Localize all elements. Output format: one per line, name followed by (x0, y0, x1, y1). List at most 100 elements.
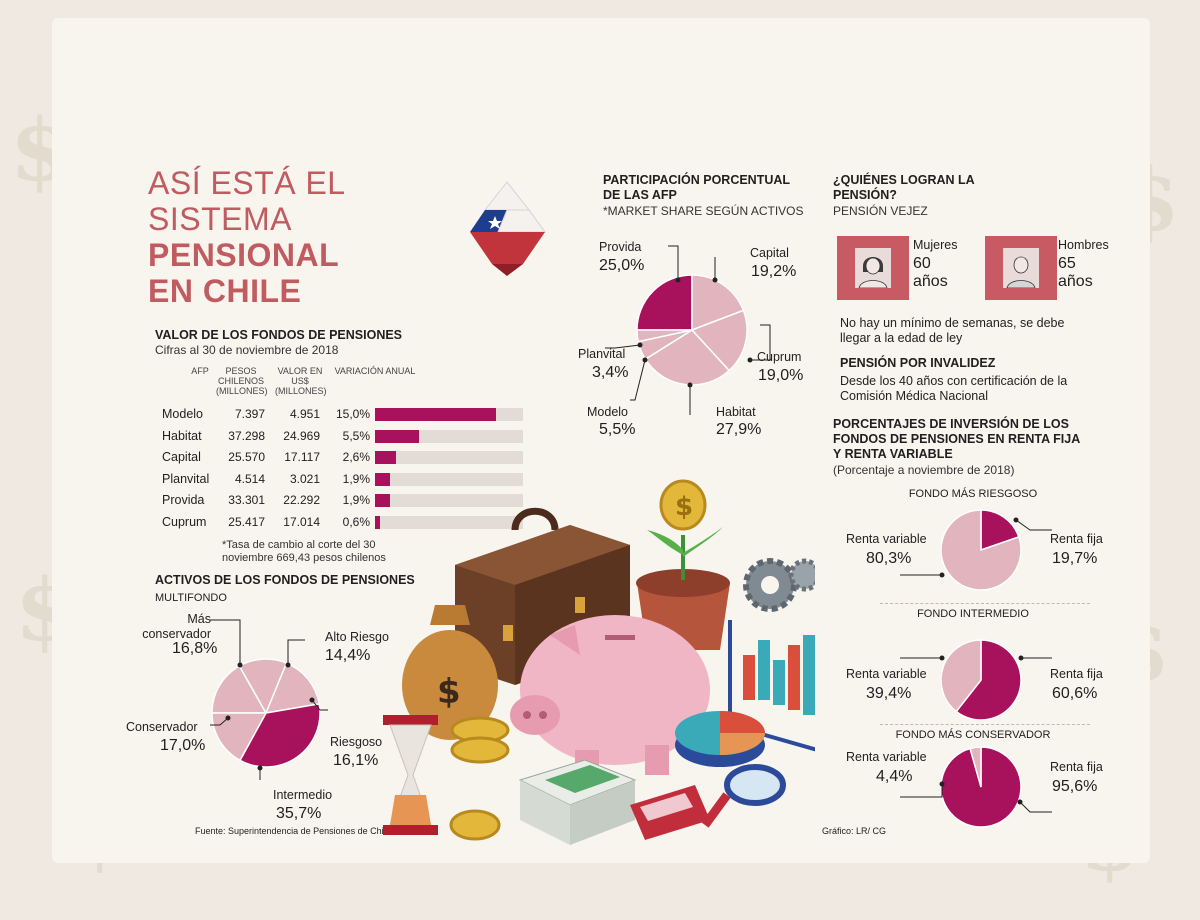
label-alto-riesgo: Alto Riesgo (325, 630, 389, 644)
leader-dot (1018, 655, 1024, 661)
row-pesos-value: 37.298 (228, 428, 265, 443)
row-pesos-value: 7.397 (234, 407, 265, 421)
leader-dot (712, 277, 718, 283)
row-afp-name: Modelo (162, 407, 203, 421)
row-pesos-value: 25.417 (228, 514, 265, 529)
leader-dot (637, 342, 643, 348)
leader-line (1015, 519, 1052, 531)
leader-line (287, 639, 305, 665)
leader-line (630, 359, 646, 401)
f1-variable-value: 80,3% (866, 550, 912, 567)
variation-bar (375, 515, 380, 529)
row-afp-name: Planvital (162, 471, 210, 486)
leader-dot (225, 715, 231, 721)
pie-slice-cuprum (690, 309, 748, 372)
leader-line (311, 699, 328, 711)
row-usd-value: 3.021 (289, 471, 320, 486)
leader-line (1019, 801, 1052, 813)
label-mas-conservador: Más conservador (142, 612, 211, 641)
f2-fija-value: 60,6% (1052, 685, 1098, 702)
fondo-conservador-title: FONDO MÁS CONSERVADOR (895, 729, 1051, 741)
pie-slice-renta-fija (955, 639, 1022, 720)
fondo-intermedio-pie (900, 639, 1052, 720)
vejez-note: No hay un mínimo de semanas, se debe lle… (840, 316, 1065, 345)
f1-fija-label: Renta fija (1050, 532, 1103, 546)
activos-pie-chart (210, 619, 328, 780)
f1-fija-value: 19,7% (1052, 550, 1098, 567)
credit-note: Gráfico: LR/ CG (822, 826, 887, 836)
leader-line (605, 344, 641, 349)
cash-stack-icon (518, 759, 637, 845)
row-pesos-value: 4.514 (234, 471, 265, 486)
value-conservador: 17,0% (160, 737, 206, 754)
row-afp-name: Cuprum (162, 514, 207, 529)
pie-3d-icon (675, 711, 765, 767)
row-usd-value: 24.969 (283, 428, 320, 443)
f2-variable-label: Renta variable (846, 667, 927, 681)
fondo-riesgoso-title: FONDO MÁS RIESGOSO (908, 488, 1038, 500)
value-capital: 19,2% (751, 263, 797, 280)
label-modelo: Modelo (587, 405, 628, 419)
value-planvital: 3,4% (592, 364, 629, 381)
label-intermedio: Intermedio (273, 788, 333, 802)
invalidez-title: PENSIÓN POR INVALIDEZ (840, 356, 996, 370)
man-card (985, 236, 1057, 300)
variation-bar-track (375, 515, 523, 529)
leader-line (210, 717, 229, 726)
row-usd-value: 17.014 (283, 514, 320, 529)
woman-avatar-icon (855, 248, 891, 288)
label-cuprum: Cuprum (757, 350, 802, 364)
f2-fija-label: Renta fija (1050, 667, 1103, 681)
leader-line (750, 324, 771, 361)
pie-slice-habitat (644, 329, 731, 386)
hombres-unit: años (1058, 273, 1093, 290)
leader-dot (939, 572, 945, 578)
leader-line (668, 245, 679, 280)
f3-fija-label: Renta fija (1050, 760, 1103, 774)
variation-bar (375, 429, 420, 443)
variation-bar-track (375, 429, 523, 443)
fondo-riesgoso-pie (900, 509, 1052, 591)
leader-dot (675, 277, 681, 283)
hombres-age: 65 (1058, 255, 1076, 272)
source-note: Fuente: Superintendencia de Pensiones de… (195, 826, 391, 836)
variation-bar-track (375, 494, 523, 507)
activos-title: ACTIVOS DE LOS FONDOS DE PENSIONES (155, 573, 415, 587)
mujeres-age: 60 (913, 255, 931, 272)
leader-dot (642, 357, 648, 363)
quienes-title: ¿QUIÉNES LOGRAN LA PENSIÓN? (833, 173, 975, 202)
leader-dot (237, 662, 243, 668)
pie-slice-m-s-conservador (211, 664, 268, 714)
value-mas-conservador: 16,8% (172, 640, 218, 657)
label-habitat: Habitat (716, 405, 756, 419)
label-conservador: Conservador (126, 720, 198, 734)
f3-fija-value: 95,6% (1052, 778, 1098, 795)
magnifying-glass-icon (701, 764, 786, 828)
variation-bar-track (375, 472, 523, 486)
pie-slice-planvital (636, 329, 693, 343)
f3-variable-value: 4,4% (876, 768, 913, 785)
fondo-conservador-pie (900, 746, 1052, 828)
pie-slice-renta-variable (940, 509, 1022, 591)
row-variation-value: 0,6% (342, 514, 370, 529)
hombres-label: Hombres (1058, 238, 1109, 252)
leader-dot (1017, 799, 1023, 805)
leader-line (210, 619, 241, 665)
divider (880, 603, 1090, 604)
variation-bar (375, 494, 391, 507)
hourglass-icon (383, 715, 438, 835)
row-afp-name: Capital (162, 450, 201, 464)
f3-variable-label: Renta variable (846, 750, 927, 764)
activos-subtitle: MULTIFONDO (155, 592, 227, 604)
row-afp-name: Habitat (162, 428, 202, 443)
porcentajes-subtitle: (Porcentaje a noviembre de 2018) (833, 463, 1015, 477)
row-pesos-value: 25.570 (228, 450, 265, 464)
calculator-icon (630, 785, 710, 840)
leader-dot (285, 662, 291, 668)
value-intermedio: 35,7% (276, 805, 322, 822)
variation-bar-track (375, 408, 523, 421)
woman-card (837, 236, 909, 300)
leader-dot (257, 765, 263, 771)
header-usd: VALOR EN US$ (MILLONES) (275, 366, 327, 396)
label-provida: Provida (599, 240, 642, 254)
